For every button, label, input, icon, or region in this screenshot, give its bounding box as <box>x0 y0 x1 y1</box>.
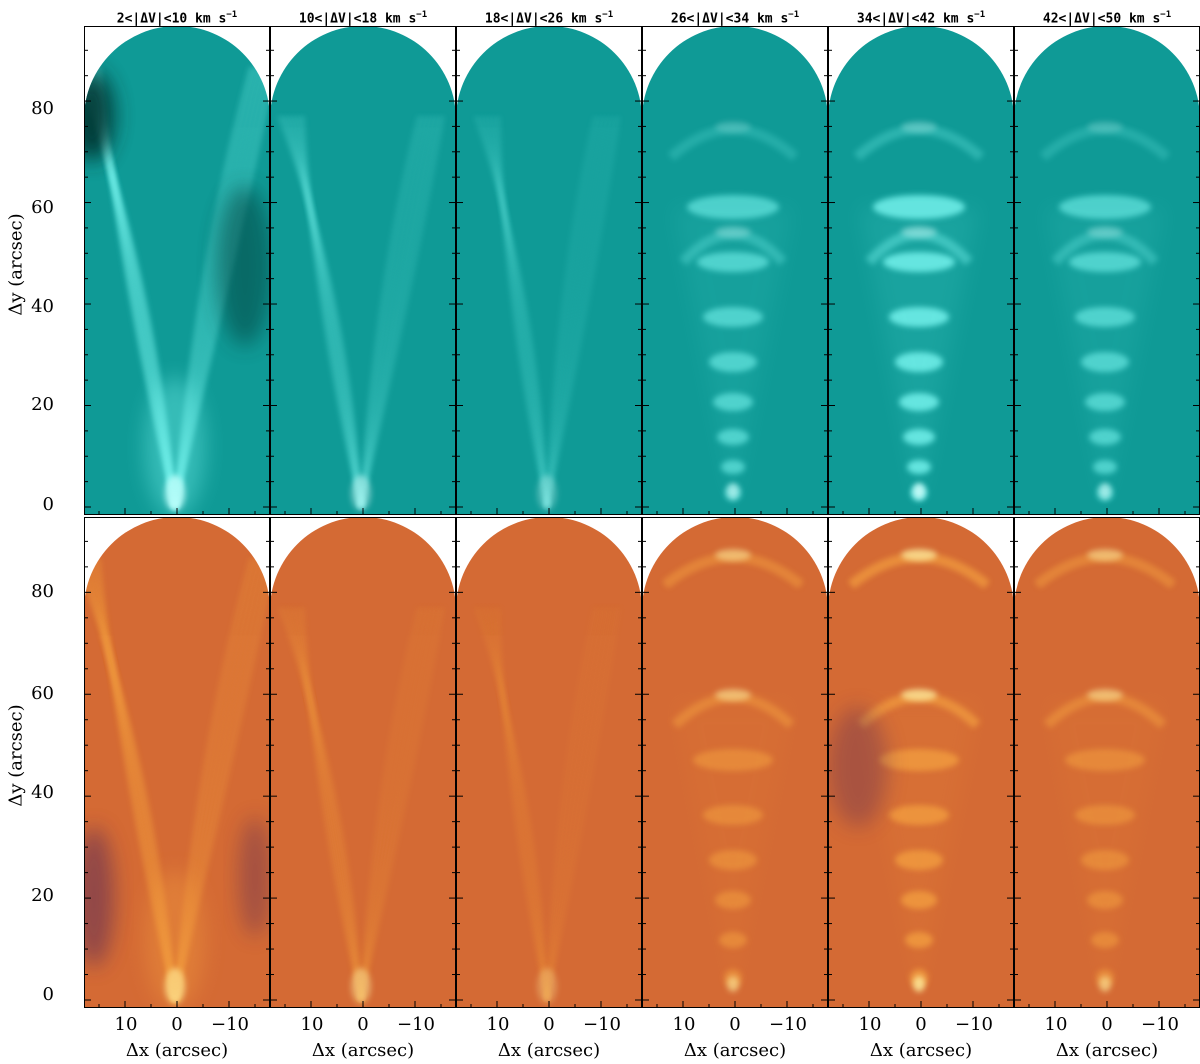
x-tick-2-10: 10 <box>300 1014 324 1035</box>
image-panel-r1-c1 <box>84 26 270 515</box>
y-tick-top-60: 60 <box>31 197 54 218</box>
column-title-6: 42<|ΔV|<50 km s−1 <box>1042 10 1172 27</box>
y-tick-top-40: 40 <box>31 296 54 317</box>
y-axis-label-top: Δy (arcsec) <box>5 213 27 316</box>
x-tick-1-0: 0 <box>171 1014 183 1035</box>
x-tick-3-neg10: −10 <box>583 1014 621 1035</box>
image-panel-r1-c6 <box>1014 26 1200 515</box>
x-tick-5-0: 0 <box>915 1014 927 1035</box>
y-tick-top-80: 80 <box>31 98 54 119</box>
x-tick-4-neg10: −10 <box>769 1014 807 1035</box>
column-title-4: 26<|ΔV|<34 km s−1 <box>670 10 800 27</box>
x-tick-1-10: 10 <box>114 1014 138 1035</box>
x-tick-3-10: 10 <box>486 1014 510 1035</box>
y-tick-bottom-20: 20 <box>31 885 54 906</box>
y-tick-top-0: 0 <box>42 494 54 515</box>
y-tick-bottom-0: 0 <box>42 984 54 1005</box>
column-title-2: 10<|ΔV|<18 km s−1 <box>298 10 428 27</box>
x-axis-label-2: Δx (arcsec) <box>311 1040 415 1061</box>
x-tick-5-10: 10 <box>858 1014 882 1035</box>
column-title-3: 18<|ΔV|<26 km s−1 <box>484 10 614 27</box>
x-tick-3-0: 0 <box>543 1014 555 1035</box>
x-tick-2-neg10: −10 <box>397 1014 435 1035</box>
image-panel-r1-c5 <box>828 26 1014 515</box>
image-panel-r2-c6 <box>1014 517 1200 1008</box>
x-tick-1-neg10: −10 <box>211 1014 249 1035</box>
x-axis-label-1: Δx (arcsec) <box>125 1040 229 1061</box>
x-tick-4-0: 0 <box>729 1014 741 1035</box>
x-tick-4-10: 10 <box>672 1014 696 1035</box>
x-tick-2-0: 0 <box>357 1014 369 1035</box>
image-panel-r2-c2 <box>270 517 456 1008</box>
y-tick-top-20: 20 <box>31 394 54 415</box>
column-title-1: 2<|ΔV|<10 km s−1 <box>116 10 238 27</box>
x-tick-6-0: 0 <box>1101 1014 1113 1035</box>
image-panel-r2-c1 <box>84 517 270 1008</box>
x-axis-label-4: Δx (arcsec) <box>683 1040 787 1061</box>
x-axis-label-5: Δx (arcsec) <box>869 1040 973 1061</box>
y-tick-bottom-60: 60 <box>31 683 54 704</box>
image-panel-r2-c5 <box>828 517 1014 1008</box>
image-panel-r2-c4 <box>642 517 828 1008</box>
y-axis-label-bottom: Δy (arcsec) <box>5 704 27 807</box>
x-tick-5-neg10: −10 <box>955 1014 993 1035</box>
column-title-5: 34<|ΔV|<42 km s−1 <box>856 10 986 27</box>
x-tick-6-neg10: −10 <box>1141 1014 1179 1035</box>
x-axis-label-3: Δx (arcsec) <box>497 1040 601 1061</box>
image-panel-r1-c4 <box>642 26 828 515</box>
x-tick-6-10: 10 <box>1044 1014 1068 1035</box>
image-panel-r1-c2 <box>270 26 456 515</box>
y-tick-bottom-40: 40 <box>31 782 54 803</box>
image-panel-r2-c3 <box>456 517 642 1008</box>
y-tick-bottom-80: 80 <box>31 581 54 602</box>
image-panel-r1-c3 <box>456 26 642 515</box>
x-axis-label-6: Δx (arcsec) <box>1055 1040 1159 1061</box>
